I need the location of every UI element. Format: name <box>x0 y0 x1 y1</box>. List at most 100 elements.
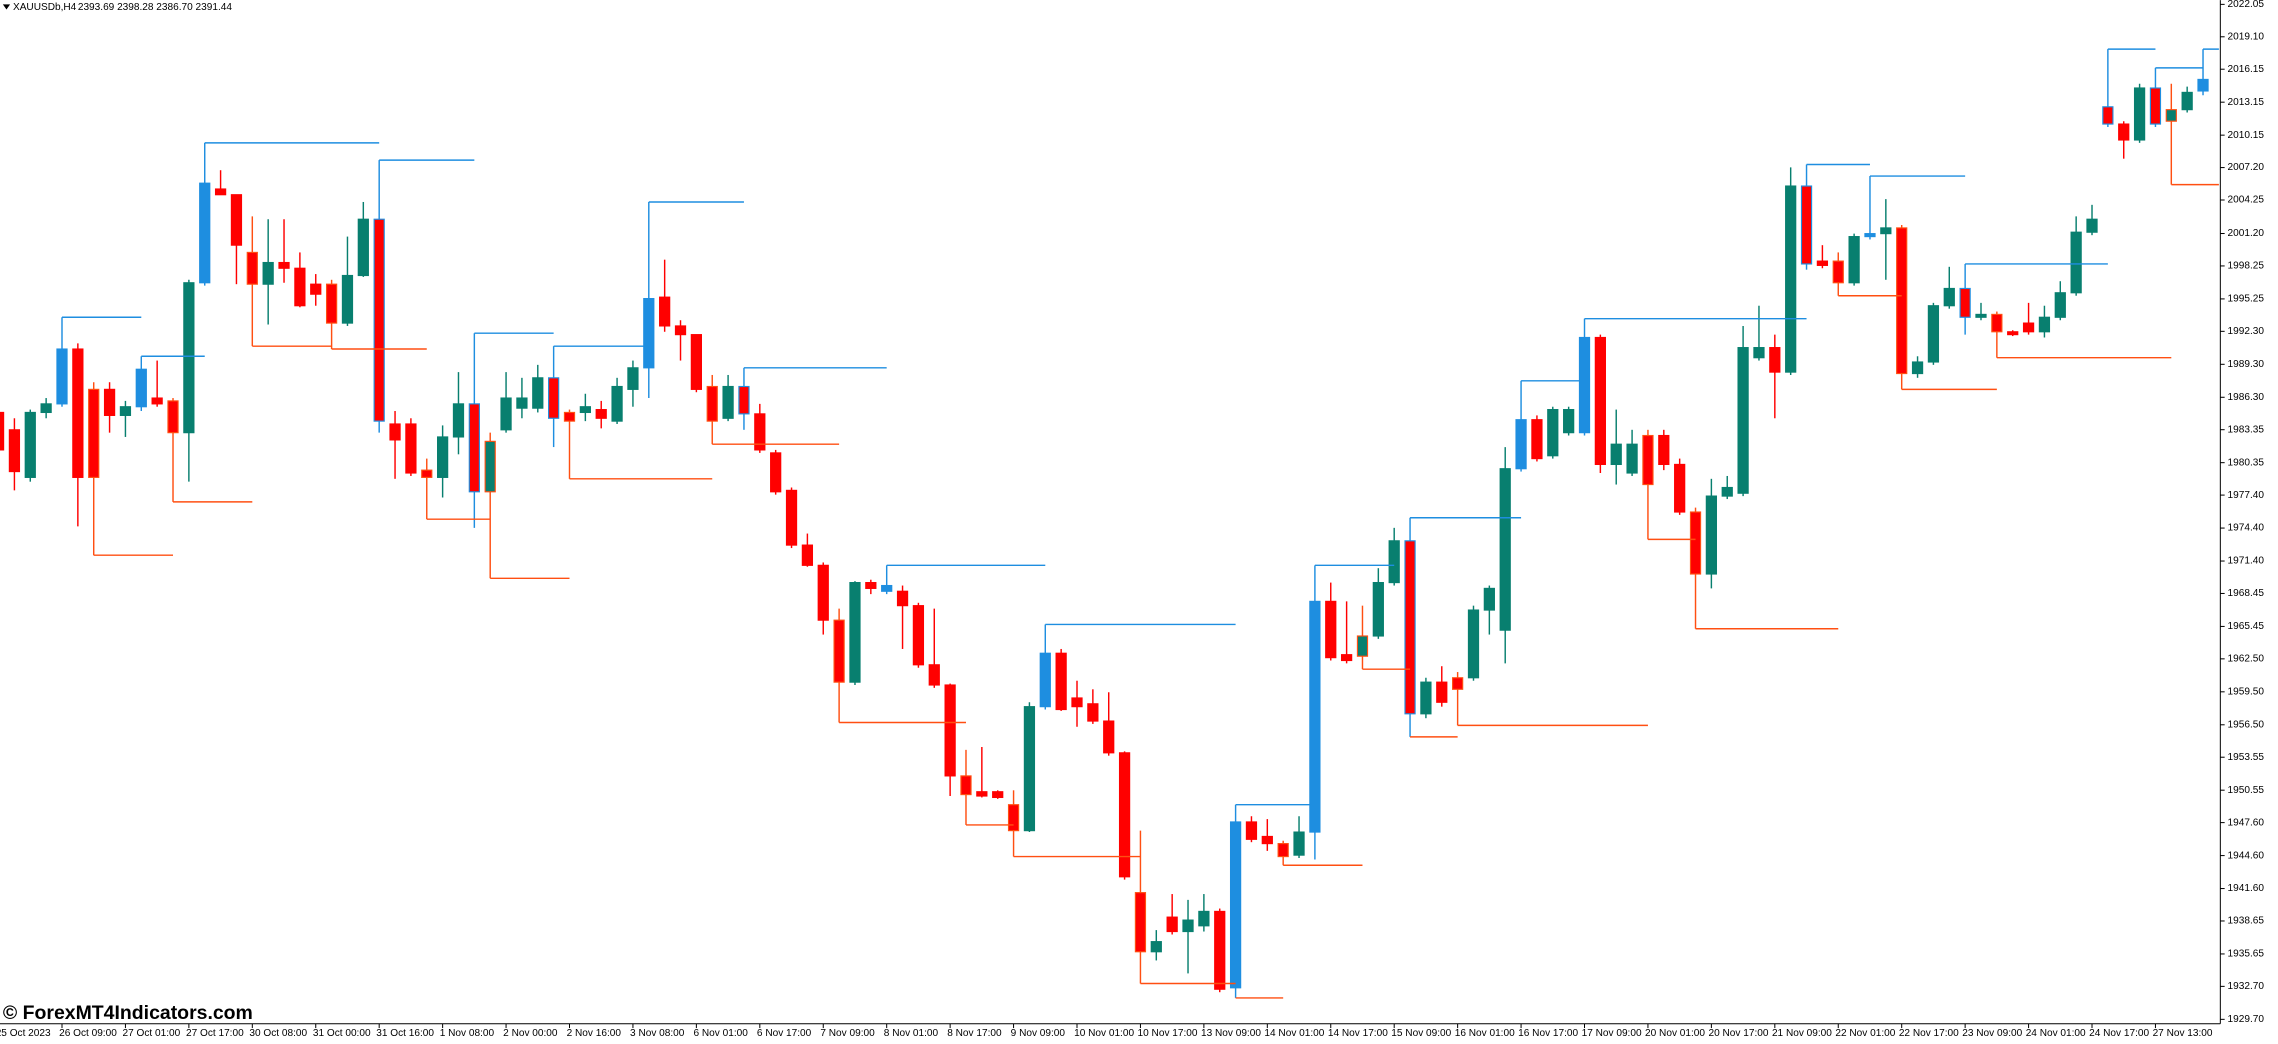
x-tick-label: 24 Nov 17:00 <box>2089 1028 2149 1039</box>
candle-body <box>1007 804 1020 832</box>
candle-body <box>738 385 750 415</box>
candle-body <box>2007 331 2019 336</box>
y-tick-label: 1980.35 <box>2228 457 2265 468</box>
candle-body <box>896 590 909 607</box>
candle-body <box>1563 409 1575 434</box>
candle-body <box>1134 892 1147 953</box>
y-tick-label: 1929.70 <box>2228 1014 2265 1025</box>
x-tick-label: 8 Nov 17:00 <box>947 1028 1002 1039</box>
x-tick-label: 16 Nov 01:00 <box>1455 1028 1515 1039</box>
y-tick-label: 1971.40 <box>2228 556 2265 567</box>
x-tick-label: 13 Nov 09:00 <box>1201 1028 1261 1039</box>
candle-body <box>627 367 639 390</box>
y-tick-label: 2010.15 <box>2228 130 2265 141</box>
y-tick-label: 1953.55 <box>2228 752 2265 763</box>
candle-body <box>1118 752 1131 878</box>
x-tick-label: 6 Nov 17:00 <box>757 1028 812 1039</box>
candle-body <box>1864 233 1876 238</box>
candle-body <box>452 403 465 438</box>
candle-body <box>294 267 306 307</box>
candle-body <box>437 436 449 478</box>
candle-body <box>1293 831 1305 856</box>
x-tick-label: 17 Nov 09:00 <box>1582 1028 1642 1039</box>
x-tick-label: 27 Oct 01:00 <box>123 1028 181 1039</box>
y-tick-label: 1977.40 <box>2228 490 2265 501</box>
chart-title: XAUUSDb,H4 <box>13 2 77 13</box>
candle-body <box>1832 260 1844 284</box>
candle-body <box>405 423 417 474</box>
candle-body <box>801 544 814 566</box>
candle-body <box>1689 511 1702 575</box>
candle-body <box>1816 260 1829 266</box>
x-tick-label: 22 Nov 17:00 <box>1899 1028 1959 1039</box>
candle-body <box>865 582 877 589</box>
x-tick-label: 6 Nov 01:00 <box>693 1028 748 1039</box>
candle-body <box>516 397 528 409</box>
x-tick-label: 1 Nov 08:00 <box>440 1028 495 1039</box>
candle-body <box>1483 587 1495 611</box>
candle-body <box>1769 347 1781 373</box>
candle-body <box>532 377 544 409</box>
y-tick-label: 1968.45 <box>2228 588 2265 599</box>
candle-body <box>1277 843 1289 858</box>
y-tick-label: 1986.30 <box>2228 392 2265 403</box>
x-tick-label: 2 Nov 16:00 <box>567 1028 622 1039</box>
x-tick-label: 26 Oct 09:00 <box>59 1028 117 1039</box>
x-tick-label: 25 Oct 2023 <box>0 1028 51 1039</box>
candle-body <box>1309 600 1321 833</box>
candle-body <box>389 423 401 441</box>
candle-body <box>468 403 480 493</box>
x-tick-label: 15 Nov 09:00 <box>1391 1028 1451 1039</box>
x-tick-label: 10 Nov 01:00 <box>1074 1028 1134 1039</box>
candle-body <box>421 469 433 478</box>
candle-body <box>103 388 116 416</box>
candle-body <box>1927 305 1940 363</box>
plot-area <box>0 48 2219 999</box>
candle-body <box>1404 540 1416 715</box>
candle-body <box>722 385 734 419</box>
candle-body <box>2133 87 2146 141</box>
candle-body <box>2054 292 2066 318</box>
y-tick-label: 1992.30 <box>2228 326 2265 337</box>
candle-body <box>119 406 132 416</box>
candle-body <box>1594 336 1606 466</box>
y-tick-label: 2022.05 <box>2228 0 2265 10</box>
x-tick-label: 14 Nov 17:00 <box>1328 1028 1388 1039</box>
candle-body <box>1626 443 1638 474</box>
y-tick-label: 1941.60 <box>2228 883 2265 894</box>
candle-body <box>40 403 52 414</box>
candle-body <box>500 397 512 431</box>
candle-body <box>1023 706 1036 832</box>
candle-body <box>2197 78 2209 92</box>
candle-body <box>1166 916 1178 933</box>
candle-body <box>817 564 829 621</box>
candle-body <box>1753 347 1765 359</box>
candle-body <box>373 218 385 422</box>
menu-arrow[interactable] <box>2 4 11 10</box>
x-tick-label: 22 Nov 01:00 <box>1835 1028 1895 1039</box>
x-tick-label: 10 Nov 17:00 <box>1138 1028 1198 1039</box>
candle-body <box>1848 236 1860 284</box>
candle-body <box>1356 635 1369 657</box>
candle-body <box>548 377 560 419</box>
candle-body <box>1674 463 1686 513</box>
candle-body <box>56 348 68 405</box>
x-tick-label: 20 Nov 17:00 <box>1709 1028 1769 1039</box>
candle-body <box>659 296 671 327</box>
x-tick-label: 21 Nov 09:00 <box>1772 1028 1832 1039</box>
candle-body <box>357 218 369 277</box>
y-tick-label: 1956.50 <box>2228 719 2265 730</box>
candle-body <box>88 388 100 478</box>
candle-body <box>833 619 845 683</box>
y-tick-label: 1935.65 <box>2228 949 2265 960</box>
candle-body <box>563 411 576 422</box>
candle-body <box>1261 835 1273 845</box>
candle-body <box>674 325 687 336</box>
candle-body <box>976 791 988 797</box>
y-tick-label: 2004.25 <box>2228 195 2265 206</box>
candle-body <box>8 429 21 473</box>
candle-body <box>1182 919 1194 933</box>
candle-body <box>1071 697 1083 708</box>
